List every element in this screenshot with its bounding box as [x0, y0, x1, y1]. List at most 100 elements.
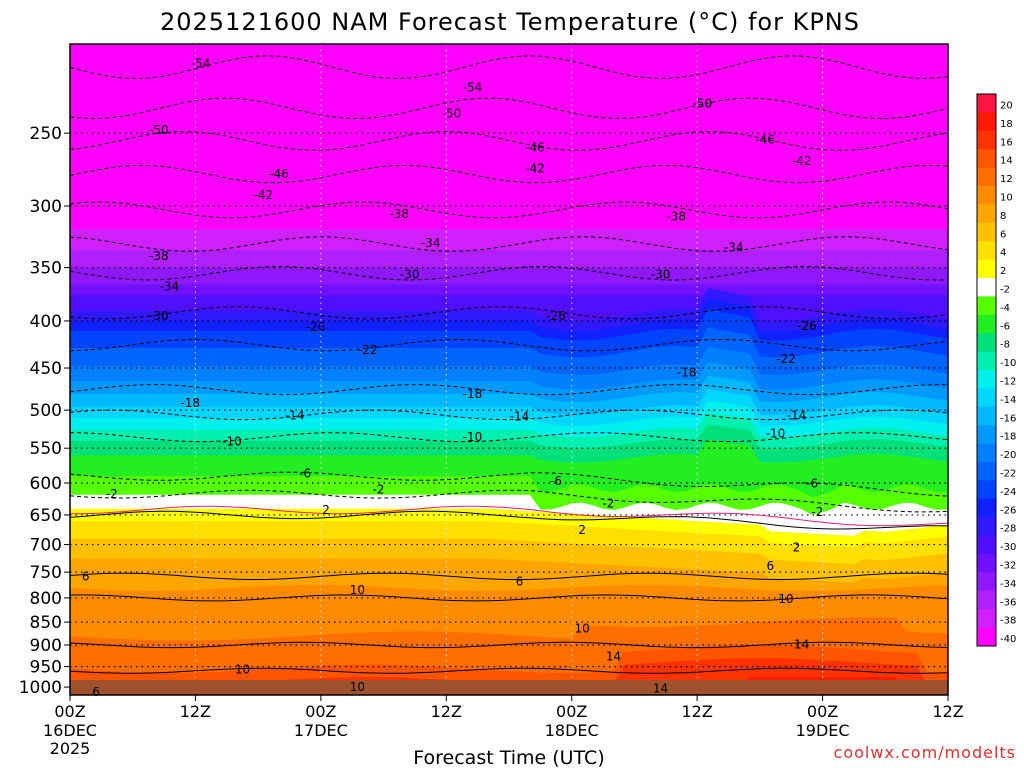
isotherm-label: -46 [269, 167, 289, 181]
y-tick-label: 600 [30, 474, 62, 494]
colorbar-label: -6 [1000, 321, 1010, 332]
isotherm-label: 14 [606, 649, 621, 663]
isotherm-label: -38 [149, 249, 169, 263]
plot-frame [69, 43, 949, 696]
isotherm-label: -14 [510, 409, 530, 423]
isotherm-line [70, 572, 948, 581]
isotherm-label: 10 [778, 592, 793, 606]
y-tick-label: 800 [30, 589, 62, 609]
y-tick-label: 900 [30, 636, 62, 656]
colorbar-label: -34 [1000, 579, 1016, 590]
isotherm-line [70, 594, 948, 602]
isotherm-line [70, 306, 948, 320]
colorbar-label: -16 [1000, 413, 1016, 424]
colorbar-swatch [977, 443, 996, 463]
isotherm-label: 6 [766, 559, 774, 573]
isotherm-line [70, 265, 948, 281]
colorbar-label: 8 [1000, 211, 1006, 222]
colorbar-label: -30 [1000, 542, 1016, 553]
isotherm-line [70, 510, 948, 530]
isotherm-label: 6 [92, 685, 100, 699]
isotherm-label: -10 [463, 430, 483, 444]
isotherm-line [70, 667, 948, 674]
isotherm-label: -6 [806, 477, 818, 491]
colorbar-swatch [977, 296, 996, 316]
colorbar-swatch [977, 462, 996, 481]
colorbar-swatch [977, 333, 996, 353]
x-tick-date: 19DEC [796, 721, 850, 740]
colorbar-swatch [977, 204, 996, 224]
isotherm-line [70, 505, 948, 527]
isotherm-label: -14 [787, 409, 807, 423]
colorbar-swatch [977, 149, 996, 169]
isotherm-label: -46 [525, 140, 545, 154]
isotherm-label: -18 [463, 387, 483, 401]
colorbar-frame [976, 93, 997, 647]
y-tick-label: 700 [30, 536, 62, 556]
isotherm-label: -26 [797, 319, 817, 333]
isotherm-line [70, 164, 948, 184]
isotherm-label: -30 [651, 267, 671, 281]
isotherm-line [70, 131, 948, 151]
colorbar-label: -26 [1000, 505, 1016, 516]
y-tick-label: 550 [30, 439, 62, 459]
isotherm-line [70, 641, 948, 649]
colorbar-label: -12 [1000, 377, 1016, 388]
isotherm-label: 14 [794, 638, 809, 652]
isotherm-label: -6 [550, 474, 562, 488]
isotherm-label: -50 [693, 96, 713, 110]
colorbar-swatch [977, 112, 996, 132]
colorbar-swatch [977, 278, 996, 297]
isotherm-label: 2 [322, 503, 330, 517]
colorbar-label: 4 [1000, 248, 1006, 259]
isotherm-line [70, 55, 948, 79]
x-tick-time: 00Z [807, 702, 838, 721]
isotherm-label: 14 [653, 682, 668, 696]
isotherm-line [70, 236, 948, 252]
colorbar-swatch [977, 609, 996, 629]
isotherm-label: -2 [811, 505, 823, 519]
colorbar-swatch [977, 167, 996, 187]
isotherm-label: -22 [776, 352, 796, 366]
y-tick-label: 950 [30, 658, 62, 678]
isotherm-label: -6 [299, 467, 311, 481]
colorbar-label: -10 [1000, 358, 1016, 369]
y-tick-label: 450 [30, 359, 62, 379]
colorbar-swatch [977, 314, 996, 334]
colorbar-swatch [977, 517, 996, 537]
colorbar-swatch [977, 590, 996, 610]
colorbar-swatch [977, 627, 996, 647]
isotherm-line [70, 201, 948, 219]
colorbar-label: -2 [1000, 285, 1010, 296]
x-tick-date: 18DEC [545, 721, 599, 740]
colorbar-label: -36 [1000, 597, 1016, 608]
colorbar-label: 10 [1000, 193, 1013, 204]
x-tick-time: 12Z [431, 702, 462, 721]
colorbar-swatch [977, 94, 996, 113]
colorbar-label: 12 [1000, 174, 1013, 185]
isotherm-label: -26 [306, 320, 326, 334]
x-tick-time: 12Z [180, 702, 211, 721]
isotherm-label: -2 [602, 497, 614, 511]
y-tick-label: 250 [30, 124, 62, 144]
credit-text: coolwx.com/modelts [834, 743, 1016, 762]
x-tick-time: 12Z [681, 702, 712, 721]
colorbar-swatch [977, 425, 996, 445]
isotherm-label: -18 [180, 396, 200, 410]
x-tick-time: 12Z [932, 702, 963, 721]
isotherm-label: -26 [546, 309, 566, 323]
isotherm-label: -10 [766, 426, 786, 440]
colorbar-label: 2 [1000, 266, 1006, 277]
isotherm-label: -30 [149, 309, 169, 323]
isotherm-label: -38 [666, 210, 686, 224]
colorbar-label: -22 [1000, 469, 1016, 480]
colorbar-label: -38 [1000, 616, 1016, 627]
y-tick-label: 750 [30, 563, 62, 583]
x-tick-time: 00Z [305, 702, 336, 721]
isotherms [70, 55, 948, 674]
isotherm-label: -34 [724, 241, 744, 255]
colorbar-label: -18 [1000, 432, 1016, 443]
colorbar-swatch [977, 241, 996, 261]
colorbar-label: 20 [1000, 101, 1013, 112]
colorbar-swatch [977, 388, 996, 408]
